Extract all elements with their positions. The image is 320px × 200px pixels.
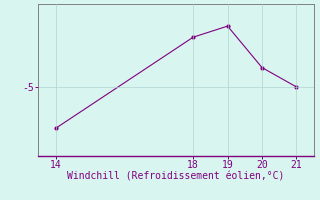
X-axis label: Windchill (Refroidissement éolien,°C): Windchill (Refroidissement éolien,°C) <box>67 172 285 182</box>
